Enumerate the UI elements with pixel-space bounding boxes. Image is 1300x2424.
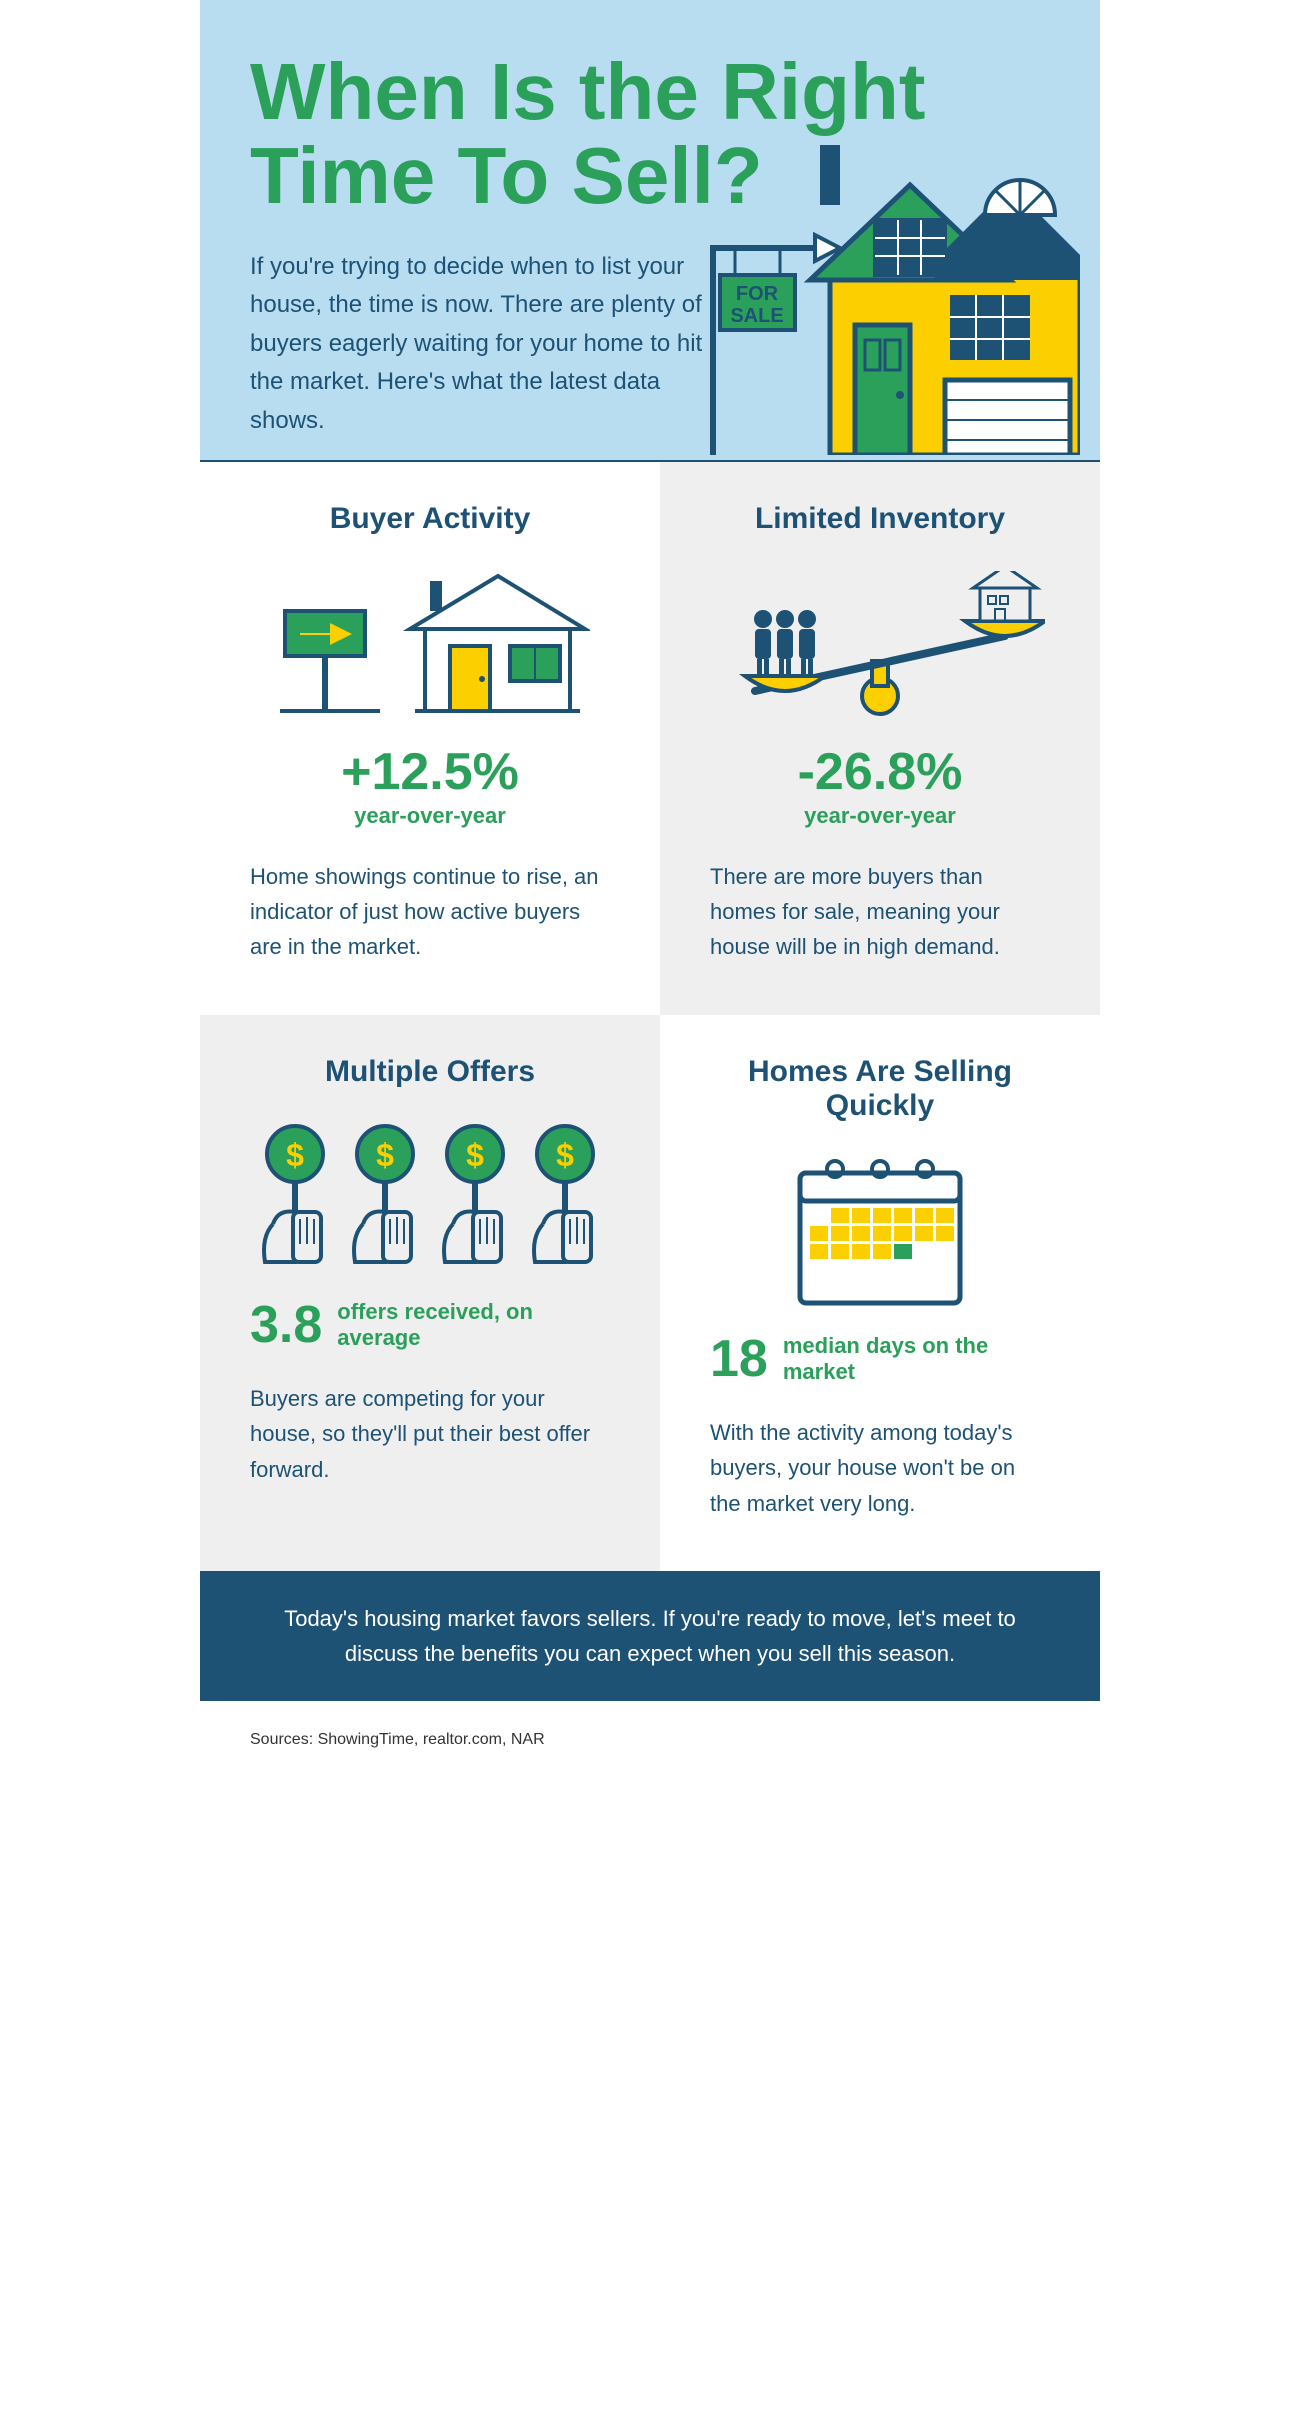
svg-text:$: $ bbox=[376, 1137, 394, 1173]
stat-label: year-over-year bbox=[804, 803, 956, 829]
panel-text: With the activity among today's buyers, … bbox=[710, 1415, 1050, 1521]
panel-selling-quickly: Homes Are Selling Quickly bbox=[660, 1015, 1100, 1571]
footer-callout: Today's housing market favors sellers. I… bbox=[200, 1571, 1100, 1701]
panel-text: Home showings continue to rise, an indic… bbox=[250, 859, 610, 965]
intro-text: If you're trying to decide when to list … bbox=[250, 248, 720, 440]
main-title: When Is the Right Time To Sell? bbox=[250, 50, 1050, 218]
header-section: When Is the Right Time To Sell? If you'r… bbox=[200, 0, 1100, 462]
stat-block: 3.8 offers received, on average bbox=[250, 1299, 610, 1352]
sources-line: Sources: ShowingTime, realtor.com, NAR bbox=[200, 1701, 1100, 1799]
scale-people-house-icon bbox=[710, 566, 1050, 726]
panel-heading: Multiple Offers bbox=[250, 1055, 610, 1089]
panel-multiple-offers: Multiple Offers $ bbox=[200, 1015, 660, 1571]
calendar-icon bbox=[710, 1153, 1050, 1313]
footer-text: Today's housing market favors sellers. I… bbox=[284, 1606, 1016, 1666]
stat-label: offers received, on average bbox=[337, 1299, 610, 1352]
stat-value: +12.5% bbox=[341, 746, 519, 798]
svg-text:SALE: SALE bbox=[730, 305, 783, 327]
panel-text: Buyers are competing for your house, so … bbox=[250, 1381, 610, 1487]
stat-block: 18 median days on the market bbox=[710, 1333, 1050, 1386]
panel-heading: Homes Are Selling Quickly bbox=[710, 1055, 1050, 1123]
stat-label: year-over-year bbox=[354, 803, 506, 829]
stats-grid: Buyer Activity bbox=[200, 462, 1100, 1571]
panel-limited-inventory: Limited Inventory bbox=[660, 462, 1100, 1015]
svg-text:$: $ bbox=[556, 1137, 574, 1173]
infographic-container: When Is the Right Time To Sell? If you'r… bbox=[200, 0, 1100, 1799]
offer-paddles-icon: $ $ bbox=[250, 1119, 610, 1279]
svg-text:FOR: FOR bbox=[736, 283, 779, 305]
panel-heading: Limited Inventory bbox=[710, 502, 1050, 536]
panel-text: There are more buyers than homes for sal… bbox=[710, 859, 1050, 965]
svg-text:$: $ bbox=[286, 1137, 304, 1173]
stat-block: +12.5% year-over-year bbox=[250, 746, 610, 829]
arrow-sign-house-icon bbox=[250, 566, 610, 726]
stat-value: 3.8 bbox=[250, 1299, 322, 1351]
sources-text: Sources: ShowingTime, realtor.com, NAR bbox=[250, 1731, 545, 1748]
svg-text:$: $ bbox=[466, 1137, 484, 1173]
stat-block: -26.8% year-over-year bbox=[710, 746, 1050, 829]
panel-buyer-activity: Buyer Activity bbox=[200, 462, 660, 1015]
stat-value: 18 bbox=[710, 1333, 768, 1385]
panel-heading: Buyer Activity bbox=[250, 502, 610, 536]
stat-value: -26.8% bbox=[798, 746, 963, 798]
stat-label: median days on the market bbox=[783, 1333, 1050, 1386]
